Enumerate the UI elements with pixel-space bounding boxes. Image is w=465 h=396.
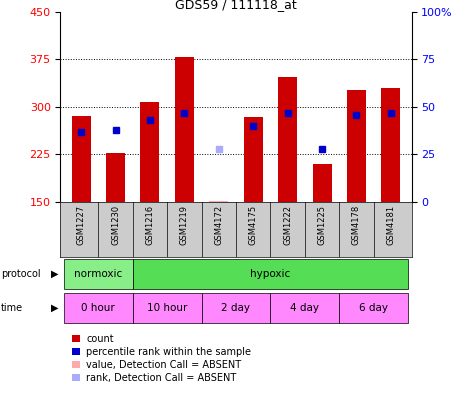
Text: GSM4178: GSM4178 [352, 205, 361, 245]
Bar [64, 293, 133, 323]
Text: hypoxic: hypoxic [250, 269, 291, 279]
Text: value, Detection Call = ABSENT: value, Detection Call = ABSENT [86, 360, 241, 370]
Text: rank, Detection Call = ABSENT: rank, Detection Call = ABSENT [86, 373, 236, 383]
Bar [201, 293, 271, 323]
Text: 0 hour: 0 hour [81, 303, 115, 313]
Bar [72, 116, 91, 202]
Bar [381, 88, 400, 202]
Bar [339, 293, 408, 323]
Bar [133, 293, 201, 323]
Bar [271, 293, 339, 323]
Text: 6 day: 6 day [359, 303, 388, 313]
Text: count: count [86, 333, 113, 344]
Bar [312, 164, 332, 202]
Text: 4 day: 4 day [290, 303, 319, 313]
Text: GSM1230: GSM1230 [111, 205, 120, 245]
Text: GSM1222: GSM1222 [283, 205, 292, 245]
Bar [175, 57, 194, 202]
Text: ▶: ▶ [51, 269, 58, 279]
Text: ▶: ▶ [51, 303, 58, 313]
Text: percentile rank within the sample: percentile rank within the sample [86, 346, 251, 357]
Bar [347, 90, 366, 202]
Text: GSM1219: GSM1219 [180, 205, 189, 245]
Bar [64, 259, 133, 289]
Text: GSM4175: GSM4175 [249, 205, 258, 245]
Bar [106, 153, 125, 202]
Text: 10 hour: 10 hour [147, 303, 187, 313]
Text: GSM4181: GSM4181 [386, 205, 395, 245]
Text: normoxic: normoxic [74, 269, 122, 279]
Bar [140, 102, 159, 202]
Bar [133, 259, 408, 289]
Text: protocol: protocol [1, 269, 40, 279]
Title: GDS59 / 111118_at: GDS59 / 111118_at [175, 0, 297, 11]
Bar [278, 76, 297, 202]
Text: GSM4172: GSM4172 [214, 205, 223, 245]
Text: GSM1225: GSM1225 [318, 205, 326, 245]
Text: GSM1227: GSM1227 [77, 205, 86, 245]
Text: time: time [1, 303, 23, 313]
Bar [244, 117, 263, 202]
Bar [209, 201, 228, 202]
Text: 2 day: 2 day [221, 303, 251, 313]
Text: GSM1216: GSM1216 [146, 205, 154, 245]
